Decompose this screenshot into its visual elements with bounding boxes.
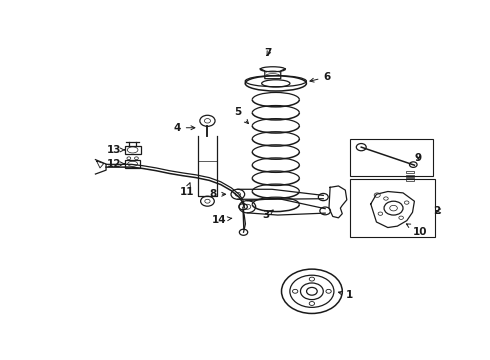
Text: 1: 1 bbox=[339, 290, 353, 300]
Bar bbox=[350, 139, 434, 176]
Text: 8: 8 bbox=[210, 189, 225, 199]
Text: 7: 7 bbox=[265, 48, 272, 58]
Text: 2: 2 bbox=[434, 206, 441, 216]
Text: 9: 9 bbox=[415, 153, 422, 163]
Bar bbox=[350, 179, 435, 237]
Text: 10: 10 bbox=[406, 224, 427, 237]
Text: 4: 4 bbox=[173, 123, 195, 133]
Bar bbox=[125, 160, 140, 168]
Text: 6: 6 bbox=[310, 72, 331, 82]
Text: 12: 12 bbox=[107, 159, 124, 169]
Bar bbox=[406, 179, 414, 181]
Text: 14: 14 bbox=[212, 215, 232, 225]
Text: 13: 13 bbox=[107, 145, 124, 155]
Text: 5: 5 bbox=[234, 108, 248, 123]
Bar bbox=[406, 175, 414, 177]
Text: 11: 11 bbox=[179, 183, 194, 197]
Bar bbox=[124, 146, 141, 154]
Text: 3: 3 bbox=[263, 210, 273, 220]
Bar bbox=[406, 171, 414, 174]
